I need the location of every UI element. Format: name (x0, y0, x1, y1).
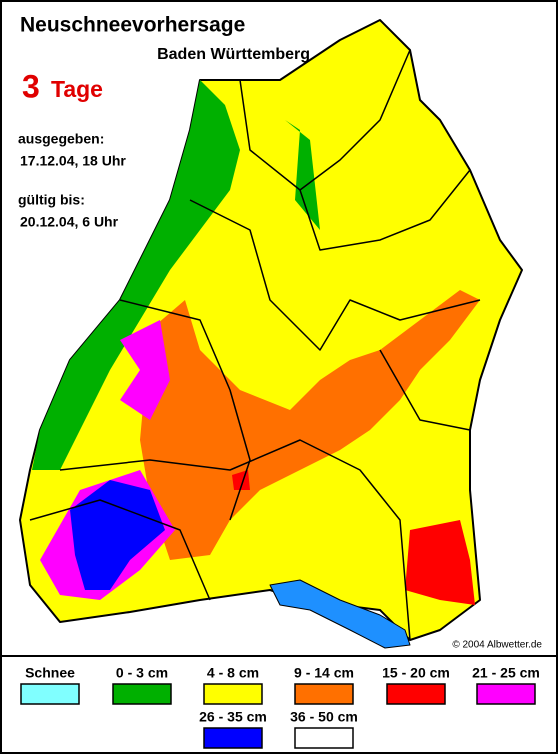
legend-swatch (476, 683, 536, 705)
map (19, 19, 523, 649)
legend-label: 21 - 25 cm (472, 665, 540, 681)
legend-label: 9 - 14 cm (294, 665, 354, 681)
legend-swatch (203, 683, 263, 705)
legend-label: Schnee (25, 665, 75, 681)
legend-label: 0 - 3 cm (116, 665, 168, 681)
days: 3 (22, 68, 40, 104)
legend-label: 26 - 35 cm (199, 709, 267, 725)
legend-swatch (386, 683, 446, 705)
legend-swatch (20, 683, 80, 705)
legend-swatch (294, 727, 354, 749)
legend-label: 36 - 50 cm (290, 709, 358, 725)
legend-swatch (294, 683, 354, 705)
issued-label: ausgegeben: (18, 131, 104, 147)
valid-label: gültig bis: (18, 192, 85, 208)
copyright: © 2004 Albwetter.de (452, 640, 542, 651)
legend-swatch (112, 683, 172, 705)
legend-label: 15 - 20 cm (382, 665, 450, 681)
legend-swatch (203, 727, 263, 749)
subtitle: Baden Württemberg (157, 46, 310, 63)
issued-value: 17.12.04, 18 Uhr (20, 153, 126, 169)
valid-value: 20.12.04, 6 Uhr (20, 214, 119, 230)
legend: Schnee 0 - 3 cm 4 - 8 cm 9 - 14 cm 15 - 20 c… (20, 665, 540, 749)
legend-label: 4 - 8 cm (207, 665, 259, 681)
days-unit: Tage (51, 76, 103, 102)
title: Neuschneevorhersage (20, 14, 245, 37)
